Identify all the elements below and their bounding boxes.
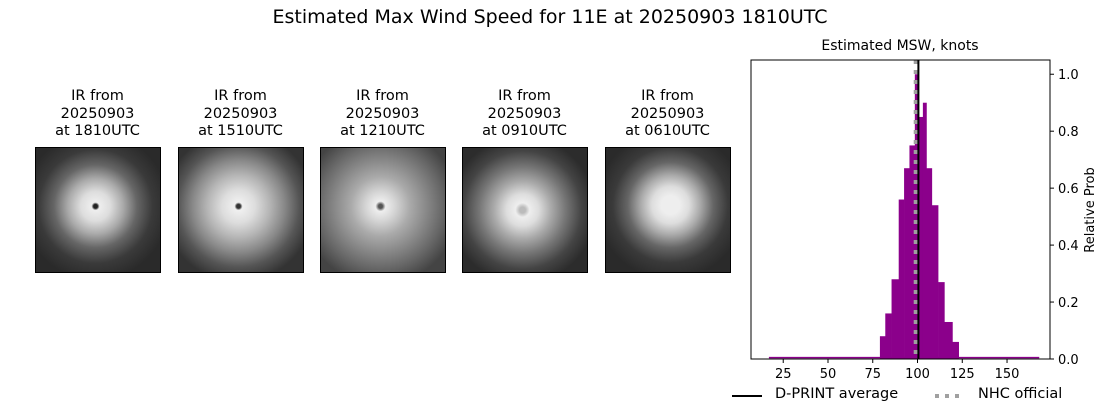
y-tick-label: 0.6 xyxy=(1058,182,1079,197)
x-tick-label: 150 xyxy=(995,367,1020,382)
histogram-bar xyxy=(891,279,900,359)
figure-title: Estimated Max Wind Speed for 11E at 2025… xyxy=(272,6,828,28)
panel-label-time: at 0610UTC xyxy=(625,123,710,139)
panel-label-line1: IR from xyxy=(356,88,409,104)
panel-label-line1: IR from xyxy=(641,88,694,104)
x-tick-label: 75 xyxy=(864,367,881,382)
panel-label-line1: IR from xyxy=(71,88,124,104)
y-axis-label: Relative Prob xyxy=(1083,167,1098,252)
panel-label-date: 20250903 xyxy=(203,105,278,122)
histogram-bar xyxy=(909,145,916,359)
histogram-bar xyxy=(938,282,945,359)
ir-panel: IR from 20250903 at 1510UTC xyxy=(178,88,304,273)
ir-satellite-image xyxy=(320,146,446,273)
ir-satellite-image xyxy=(178,146,304,273)
x-tick-label: 50 xyxy=(820,367,837,382)
histogram-bar xyxy=(898,199,905,359)
legend-dprint-label: D-PRINT average xyxy=(775,386,899,402)
panel-label-date: 20250903 xyxy=(630,105,705,122)
y-tick-label: 0.4 xyxy=(1058,239,1079,254)
y-tick-label: 1.0 xyxy=(1058,68,1079,83)
histogram-bar xyxy=(952,341,959,359)
histogram-bar xyxy=(879,336,886,359)
histogram-bar xyxy=(914,74,919,359)
ir-satellite-image xyxy=(462,146,588,273)
panel-label-time: at 0910UTC xyxy=(482,123,567,139)
x-tick-label: 25 xyxy=(775,367,792,382)
ir-satellite-image xyxy=(605,146,731,273)
x-tick-label: 125 xyxy=(950,367,975,382)
histogram-bar xyxy=(885,313,892,359)
panel-label-date: 20250903 xyxy=(487,105,562,122)
panel-label-line1: IR from xyxy=(214,88,267,104)
y-tick-label: 0.2 xyxy=(1058,296,1079,311)
chart-title: Estimated MSW, knots xyxy=(821,38,978,54)
panel-label-date: 20250903 xyxy=(345,105,420,122)
histogram-bar xyxy=(926,168,933,359)
panel-label-time: at 1210UTC xyxy=(340,123,425,139)
panel-label-time: at 1510UTC xyxy=(198,123,283,139)
histogram-bar xyxy=(904,168,910,359)
ir-panel: IR from 20250903 at 1810UTC xyxy=(35,88,161,273)
panel-label-line1: IR from xyxy=(498,88,551,104)
y-tick-label: 0.8 xyxy=(1058,125,1079,140)
nhc-legend-dash-icon xyxy=(935,394,965,398)
y-tick-label: 0.0 xyxy=(1058,353,1079,368)
ir-panel: IR from 20250903 at 0610UTC xyxy=(605,88,731,273)
histogram-bar xyxy=(931,205,939,359)
legend-nhc-label: NHC official xyxy=(978,386,1063,402)
panel-label-date: 20250903 xyxy=(60,105,135,122)
histogram-bar xyxy=(922,102,927,359)
ir-panel: IR from 20250903 at 0910UTC xyxy=(462,88,588,273)
panel-label-time: at 1810UTC xyxy=(55,123,140,139)
histogram-bar xyxy=(944,321,953,359)
x-tick-label: 100 xyxy=(905,367,930,382)
dprint-legend-line-icon xyxy=(732,395,762,397)
ir-satellite-image xyxy=(35,146,161,273)
ir-panel: IR from 20250903 at 1210UTC xyxy=(320,88,446,273)
plot-frame xyxy=(750,59,1051,360)
histogram-bar xyxy=(918,116,924,359)
